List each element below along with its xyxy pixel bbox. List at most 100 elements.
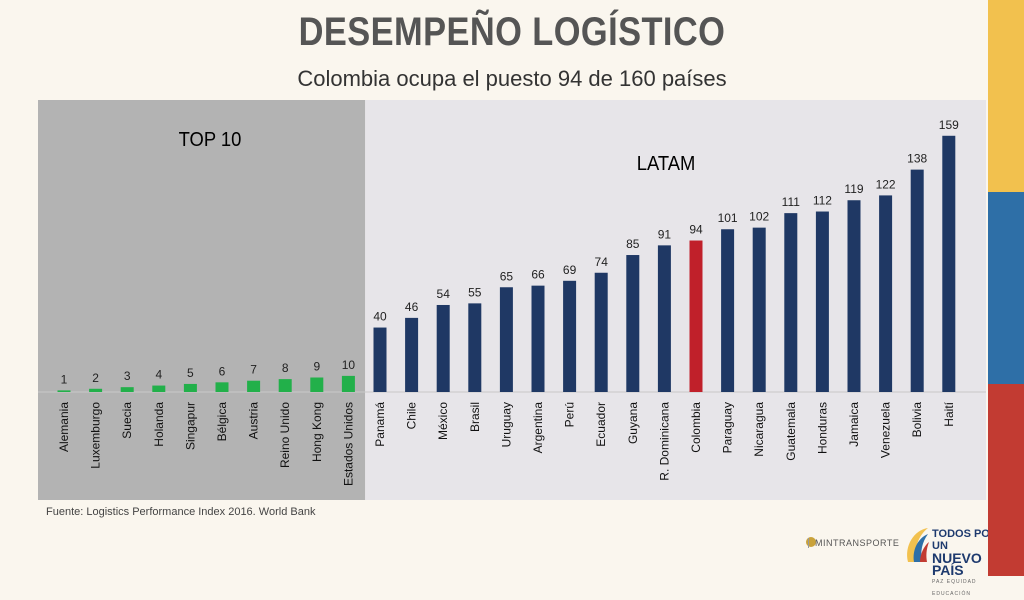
data-label: 9	[313, 359, 320, 373]
tick-label: Singapur	[183, 402, 197, 450]
data-label: 119	[844, 182, 863, 196]
tick-label: Paraguay	[721, 402, 735, 453]
tick-label: Hong Kong	[310, 402, 324, 462]
bar-uruguay	[499, 287, 513, 392]
bar-b-lgica	[215, 382, 229, 392]
bar-alemania	[57, 390, 71, 392]
brand-line2: NUEVO PAÍS	[932, 550, 982, 578]
bar-hait-	[942, 135, 956, 393]
tick-label: México	[436, 402, 450, 440]
tick-label: Panamá	[373, 402, 387, 447]
data-label: 65	[500, 269, 514, 283]
tick-label: Suecia	[120, 402, 134, 439]
bar-guatemala	[784, 213, 798, 392]
data-label: 159	[939, 118, 959, 132]
data-label: 91	[658, 227, 672, 241]
data-label: 7	[250, 363, 257, 377]
ministry-logo: MINTRANSPORTE	[808, 538, 899, 548]
data-label: 10	[342, 358, 356, 372]
bar-bolivia	[910, 169, 924, 392]
bar-paraguay	[721, 229, 735, 392]
stripe-red	[988, 384, 1024, 576]
tick-label: Bolivia	[910, 402, 924, 438]
tick-label: Jamaica	[847, 402, 861, 447]
data-label: 3	[124, 369, 131, 383]
bar-jamaica	[847, 200, 861, 392]
tick-label: Reino Unido	[278, 402, 292, 468]
data-label: 55	[468, 285, 482, 299]
bar-nicaragua	[752, 227, 766, 392]
top10-panel	[38, 100, 366, 500]
tick-label: Holanda	[152, 402, 166, 447]
data-label: 101	[718, 211, 738, 225]
bar-suecia	[120, 387, 134, 392]
brand-sub: PAZ EQUIDAD EDUCACIÓN	[932, 579, 977, 597]
bar-singapur	[183, 383, 197, 392]
data-label: 102	[749, 210, 769, 224]
data-label: 138	[907, 152, 927, 166]
tick-label: R. Dominicana	[657, 402, 671, 481]
bar-per-	[563, 280, 577, 392]
tick-label: Honduras	[815, 402, 829, 454]
data-label: 1	[61, 372, 68, 386]
footer-logos: MINTRANSPORTE TODOS POR UN NUEVO PAÍS PA…	[806, 522, 998, 597]
data-label: 122	[876, 177, 896, 191]
tick-label: Guatemala	[784, 402, 798, 461]
bar-ecuador	[594, 272, 608, 392]
data-label: 54	[437, 287, 451, 301]
bar-austria	[247, 380, 261, 392]
data-label: 74	[595, 255, 609, 269]
tick-label: Haití	[942, 401, 956, 426]
tick-label: Nicaragua	[752, 402, 766, 457]
group-label-top10: TOP 10	[179, 129, 242, 151]
tick-label: Venezuela	[879, 402, 893, 458]
bar-reino-unido	[278, 379, 292, 392]
bar-panam-	[373, 327, 387, 392]
data-label: 4	[155, 368, 162, 382]
page-title: DESEMPEÑO LOGÍSTICO	[298, 10, 726, 54]
stripe-yellow	[988, 0, 1024, 192]
page-subtitle: Colombia ocupa el puesto 94 de 160 paíse…	[297, 66, 727, 91]
tick-label: Argentina	[531, 402, 545, 454]
tick-label: Estados Unidos	[341, 402, 355, 486]
bar-brasil	[468, 303, 482, 392]
ranking-chart-svg: TOP 10 LATAM 1 Alemania 2 Luxemburgo 3 Suecia 4 H…	[38, 100, 986, 500]
data-label: 2	[92, 371, 99, 385]
tick-label: Ecuador	[594, 402, 608, 447]
data-label: 6	[219, 364, 226, 378]
source-note: Fuente: Logistics Performance Index 2016…	[46, 506, 316, 518]
bar-honduras	[815, 211, 829, 392]
bar-m-xico	[436, 304, 450, 392]
data-label: 66	[531, 268, 545, 282]
bar-luxemburgo	[89, 388, 103, 392]
ranking-chart: TOP 10 LATAM 1 Alemania 2 Luxemburgo 3 Suecia 4 H…	[38, 100, 986, 500]
brand-line1: TODOS POR UN	[932, 528, 998, 552]
tick-label: Uruguay	[499, 402, 513, 447]
bar-venezuela	[879, 195, 893, 392]
tick-label: Colombia	[689, 402, 703, 453]
tick-label: Perú	[563, 402, 577, 427]
tick-label: Alemania	[57, 402, 71, 452]
data-label: 69	[563, 263, 577, 277]
data-label: 112	[813, 194, 832, 208]
bar-argentina	[531, 285, 545, 392]
data-label: 40	[373, 310, 387, 324]
data-label: 46	[405, 300, 419, 314]
data-label: 85	[626, 237, 640, 251]
bar-colombia	[689, 240, 703, 392]
tick-label: Brasil	[468, 402, 482, 432]
bar-r-dominicana	[657, 245, 671, 392]
bar-estados-unidos	[341, 375, 355, 392]
data-label: 5	[187, 366, 194, 380]
tick-label: Bélgica	[215, 402, 229, 442]
bar-chile	[405, 317, 419, 392]
tick-label: Chile	[405, 402, 419, 430]
tick-label: Luxemburgo	[89, 402, 103, 469]
data-label: 8	[282, 361, 289, 375]
data-label: 111	[782, 195, 801, 209]
bar-holanda	[152, 385, 166, 392]
nuevo-pais-logo-icon	[907, 528, 929, 562]
ministry-seal-icon	[806, 537, 816, 547]
data-label: 94	[689, 223, 703, 237]
group-label-latam: LATAM	[637, 153, 696, 175]
